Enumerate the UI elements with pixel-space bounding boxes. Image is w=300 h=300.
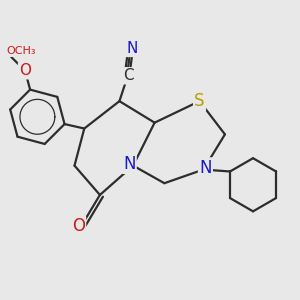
Text: OCH₃: OCH₃ <box>6 46 36 56</box>
Text: O: O <box>72 217 85 235</box>
Text: S: S <box>194 92 205 110</box>
Text: O: O <box>19 63 31 78</box>
Text: C: C <box>123 68 134 83</box>
Text: N: N <box>127 41 138 56</box>
Text: N: N <box>123 155 136 173</box>
Text: N: N <box>199 159 212 177</box>
